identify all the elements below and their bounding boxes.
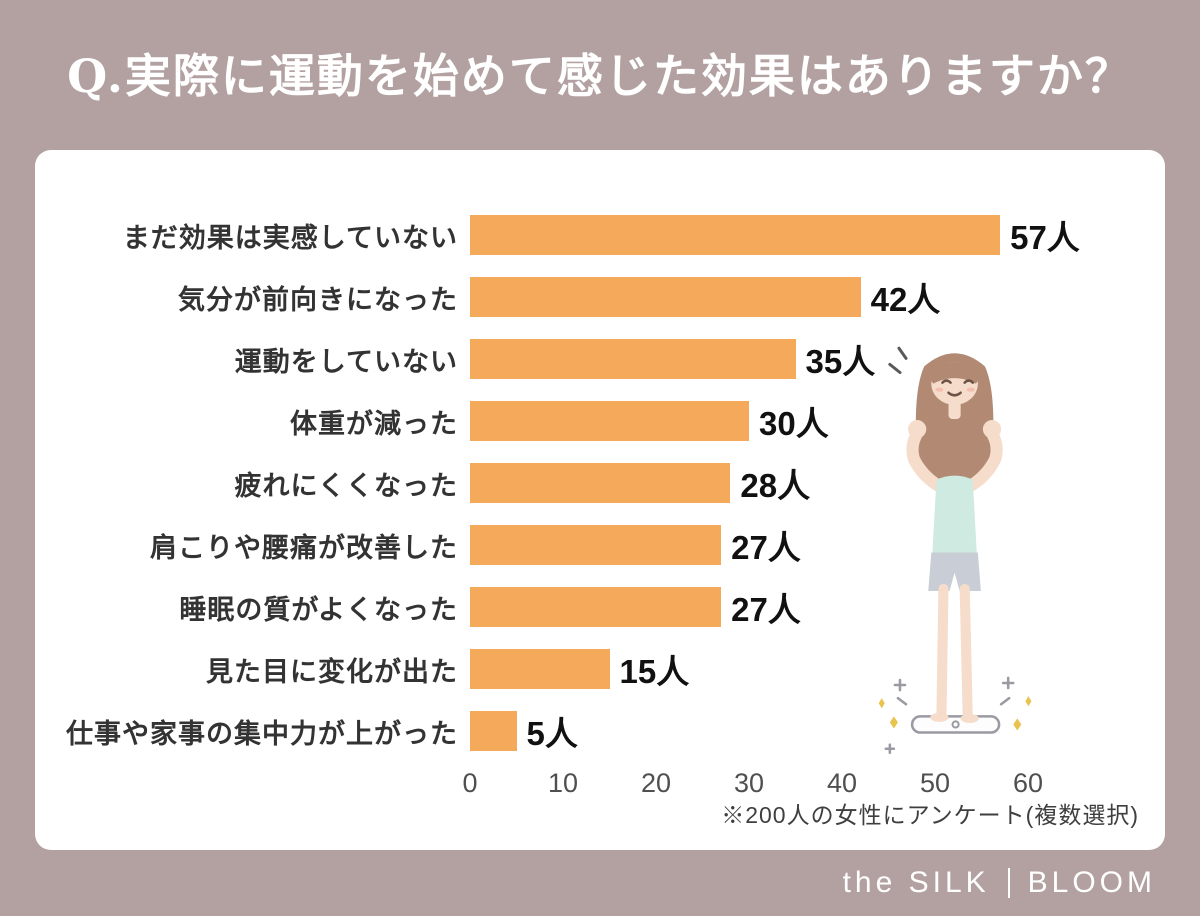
chart-row: まだ効果は実感していない 57人 xyxy=(35,204,1165,266)
value-label: 27人 xyxy=(731,529,801,566)
bar-chart: まだ効果は実感していない 57人気分が前向きになった 42人運動をしていない 35人体… xyxy=(35,150,1165,804)
value-label: 28人 xyxy=(740,467,811,504)
bar xyxy=(470,649,610,689)
x-axis-tick: 0 xyxy=(462,768,478,798)
value-label: 15人 xyxy=(619,653,690,690)
page-title: Q.実際に運動を始めて感じた効果はありますか？ xyxy=(67,49,1133,103)
chart-card: まだ効果は実感していない 57人気分が前向きになった 42人運動をしていない 35人体… xyxy=(35,150,1165,850)
brand-logo: the SILK BLOOM xyxy=(843,866,1156,900)
bar-area: 5人 xyxy=(470,711,1028,752)
bar xyxy=(470,339,796,379)
bar-area: 30人 xyxy=(470,401,1028,442)
chart-row: 体重が減った 30人 xyxy=(35,390,1165,452)
survey-note: ※200人の女性にアンケート(複数選択) xyxy=(721,802,1139,828)
bar-area: 35人 xyxy=(470,339,1028,380)
x-axis-tick: 50 xyxy=(919,768,951,798)
bar-area: 27人 xyxy=(470,587,1028,628)
brand-name-thesilk: the SILK xyxy=(842,866,990,899)
brand-name-bloom: BLOOM xyxy=(1027,866,1156,899)
x-axis-tick: 10 xyxy=(547,768,579,798)
x-axis-tick: 30 xyxy=(733,768,765,798)
category-label: 運動をしていない xyxy=(234,346,458,377)
bar-area: 42人 xyxy=(470,277,1028,318)
chart-row: 睡眠の質がよくなった 27人 xyxy=(35,576,1165,638)
value-label: 57人 xyxy=(1010,219,1080,256)
bar xyxy=(470,277,861,317)
chart-row: 肩こりや腰痛が改善した 27人 xyxy=(35,514,1165,576)
bar xyxy=(470,463,731,503)
category-label: まだ効果は実感していない xyxy=(122,222,458,253)
x-axis-tick: 40 xyxy=(826,768,858,798)
chart-row: 気分が前向きになった 42人 xyxy=(35,266,1165,328)
infographic: Q.実際に運動を始めて感じた効果はありますか？ まだ効果は実感していない 57人気… xyxy=(35,49,1165,899)
bar-area: 27人 xyxy=(470,525,1028,566)
category-label: 疲れにくくなった xyxy=(234,470,458,501)
x-axis-tick: 20 xyxy=(640,768,672,798)
chart-row: 運動をしていない 35人 xyxy=(35,328,1165,390)
bar xyxy=(470,587,722,627)
chart-row: 見た目に変化が出た 15人 xyxy=(35,638,1165,700)
bar-area: 28人 xyxy=(470,463,1028,504)
x-axis: 0 10 20 30 40 50 60 xyxy=(462,762,1043,804)
bar xyxy=(470,215,1001,255)
category-label: 見た目に変化が出た xyxy=(206,656,458,687)
chart-row: 疲れにくくなった 28人 xyxy=(35,452,1165,514)
category-label: 気分が前向きになった xyxy=(178,284,458,315)
bar-area: 15人 xyxy=(470,649,1028,690)
chart-rows: まだ効果は実感していない 57人気分が前向きになった 42人運動をしていない 35人体… xyxy=(35,204,1165,762)
chart-row: 仕事や家事の集中力が上がった 5人 xyxy=(35,700,1165,762)
value-label: 42人 xyxy=(870,281,941,318)
brand-separator xyxy=(1007,868,1010,898)
bar xyxy=(470,401,749,441)
value-label: 5人 xyxy=(526,715,578,752)
category-label: 肩こりや腰痛が改善した xyxy=(150,532,458,563)
bar xyxy=(470,711,517,751)
category-label: 睡眠の質がよくなった xyxy=(179,594,458,625)
value-label: 35人 xyxy=(805,343,876,380)
x-axis-tick: 60 xyxy=(1012,768,1044,798)
bar-area: 57人 xyxy=(470,215,1080,256)
value-label: 27人 xyxy=(731,591,801,628)
category-label: 体重が減った xyxy=(290,408,458,439)
value-label: 30人 xyxy=(759,405,829,442)
category-label: 仕事や家事の集中力が上がった xyxy=(66,718,458,749)
bar xyxy=(470,525,722,565)
